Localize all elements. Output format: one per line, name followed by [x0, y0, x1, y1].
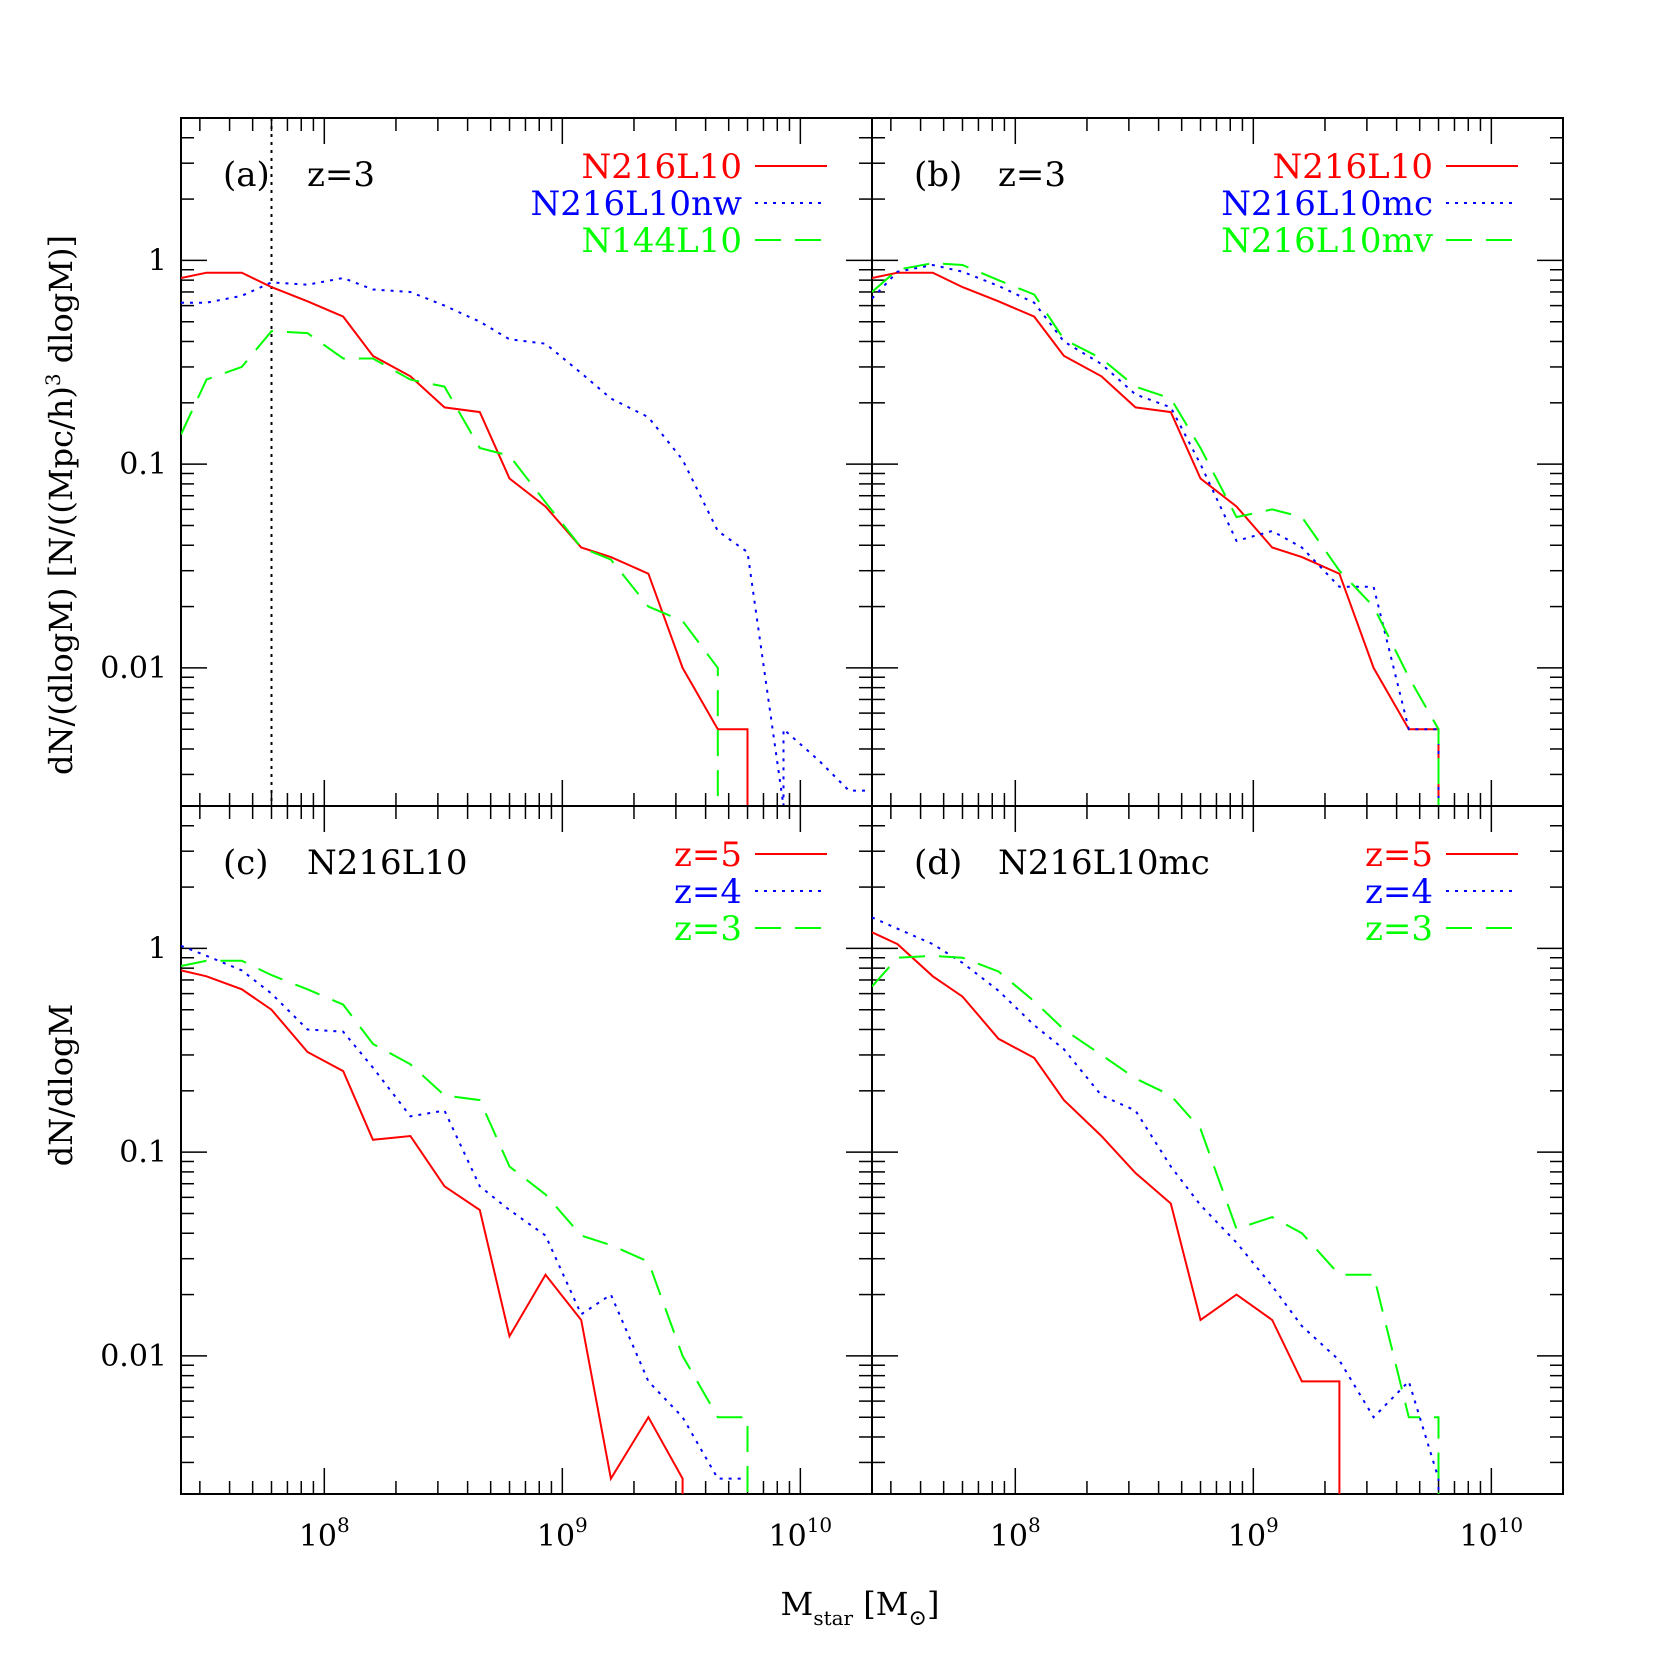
y-tick-label: 0.1 — [119, 447, 167, 482]
legend-label: N216L10mv — [1221, 221, 1434, 261]
x-tick-label: 108 — [990, 1513, 1041, 1554]
y-axis-title-bottom: dN/dlogM — [42, 1004, 80, 1167]
panel-title: z=3 — [307, 155, 375, 195]
panel-frame — [871, 117, 1564, 807]
y-tick-label: 1 — [148, 931, 167, 966]
series-group — [181, 944, 749, 1494]
series-line-n216l10mc — [872, 263, 1440, 806]
series-line-z-4 — [181, 944, 749, 1494]
series-line-z-3 — [872, 954, 1440, 1494]
panel-d: 108 109 1010 (d) N216L10mc z=5z=4z=3 — [871, 805, 1564, 1554]
panel-title: N216L10mc — [998, 843, 1210, 883]
legend-label: N216L10 — [1273, 147, 1434, 187]
series-group — [181, 271, 872, 806]
x-tick-label: 108 — [299, 1513, 350, 1554]
series-group — [872, 262, 1440, 806]
x-tick-label: 109 — [537, 1513, 588, 1554]
series-line-n216l10 — [872, 271, 1440, 806]
panel-label: (d) — [914, 843, 962, 883]
y-tick-label: 0.01 — [100, 651, 167, 686]
legend-label: z=3 — [1365, 909, 1433, 949]
series-line-n144l10 — [181, 330, 719, 806]
series-line-z-5 — [872, 931, 1341, 1494]
panel-frame — [180, 805, 873, 1495]
panels-layer: 10.10.01(a) z=3 N216L10N216L10nwN144L10(b)… — [100, 117, 1564, 1554]
panel-label: (c) — [223, 843, 269, 883]
panel-frame — [180, 117, 873, 807]
legend-label: z=5 — [674, 835, 742, 875]
series-line-z-4 — [872, 916, 1440, 1494]
y-axis-title-top: dN/(dlogM) [N/((Mpc/h)3 dlogM)] — [41, 235, 80, 775]
panel-frame — [871, 805, 1564, 1495]
legend-label: N216L10nw — [531, 184, 743, 224]
panel-c: 1 0.1 0.01 108 109 1010 (c) N216L10 z=5z=4z=3 — [100, 805, 873, 1554]
legend-label: z=3 — [674, 909, 742, 949]
legend-label: z=5 — [1365, 835, 1433, 875]
legend-label: N216L10 — [582, 147, 743, 187]
series-line-n216l10nw — [181, 276, 872, 806]
y-tick-label: 0.1 — [119, 1135, 167, 1170]
y-tick-label: 1 — [148, 243, 167, 278]
series-line-n216l10 — [181, 271, 749, 806]
panel-label: (b) — [914, 155, 962, 195]
x-tick-label: 1010 — [1460, 1513, 1524, 1554]
legend-label: z=4 — [1365, 872, 1433, 912]
panel-title: N216L10 — [307, 843, 468, 883]
x-tick-label: 1010 — [769, 1513, 833, 1554]
series-group — [872, 916, 1440, 1494]
series-line-n216l10mv — [872, 262, 1440, 806]
panel-label: (a) — [223, 155, 270, 195]
x-tick-label: 109 — [1228, 1513, 1279, 1554]
x-axis-title: Mstar [M⊙] — [781, 1585, 940, 1631]
series-line-z-5 — [181, 969, 684, 1494]
panel-title: z=3 — [998, 155, 1066, 195]
y-tick-label: 0.01 — [100, 1339, 167, 1374]
legend-label: z=4 — [674, 872, 742, 912]
series-line-z-3 — [181, 959, 749, 1494]
legend-label: N144L10 — [582, 221, 743, 261]
legend-label: N216L10mc — [1221, 184, 1433, 224]
